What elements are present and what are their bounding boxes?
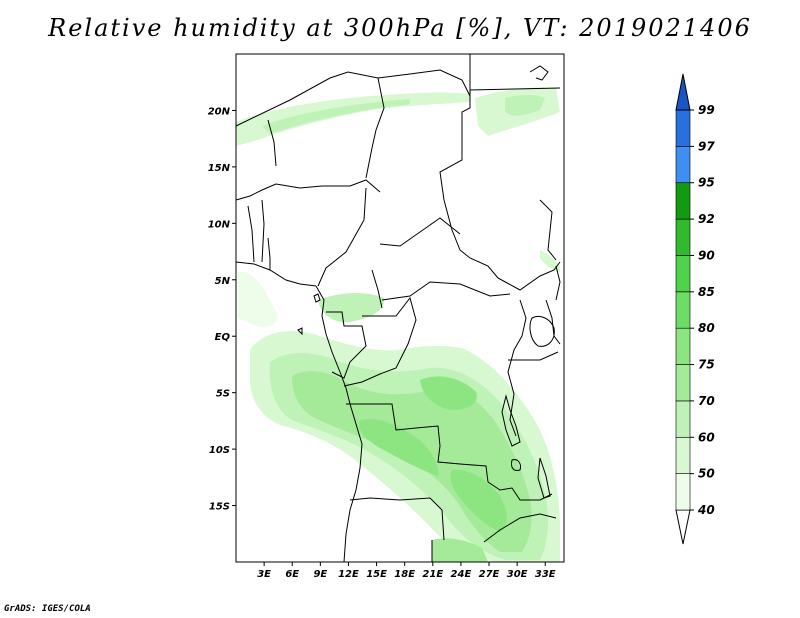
humidity-patch-south (432, 538, 488, 562)
colorbar-label-92: 92 (698, 212, 715, 226)
x-tick-label-21E: 21E (422, 569, 443, 580)
x-tick-label-24E: 24E (451, 569, 472, 580)
colorbar-segment-60 (675, 400, 691, 438)
colorbar-label-95: 95 (698, 176, 715, 190)
colorbar-label-85: 85 (698, 285, 715, 299)
colorbar-label-75: 75 (698, 358, 715, 372)
lake-malawi (537, 457, 551, 499)
colorbar-segment-80 (675, 291, 691, 329)
boundary-sudan-ethiopia (539, 199, 557, 261)
colorbar-over-triangle (675, 73, 691, 111)
boundary-gabon (326, 311, 367, 379)
humidity-patch-gulf (238, 271, 278, 328)
humidity-patch-east (540, 250, 560, 272)
colorbar-segment-50 (675, 436, 691, 474)
colorbar-segment-75 (675, 327, 691, 365)
x-tick-label-3E: 3E (257, 569, 271, 580)
boundary-uganda-kenya (545, 299, 561, 345)
political-boundaries (235, 54, 561, 563)
boundary-nigeria-cameroon (317, 187, 367, 287)
humidity-band-north-core (262, 99, 410, 134)
boundary-angola-south (349, 497, 445, 541)
boundary-angola-north (346, 403, 489, 483)
boundary-lake-victoria (529, 315, 555, 347)
y-tick-label-10S: 10S (209, 445, 230, 456)
boundary-benin-nigeria (267, 237, 271, 270)
humidity-patch-gabon (318, 293, 385, 323)
colorbar-label-90: 90 (698, 248, 715, 262)
coast-angola (343, 387, 363, 563)
boundary-egypt-sudan (469, 87, 561, 91)
island-saotome (297, 327, 303, 336)
x-tick-label-15E: 15E (366, 569, 387, 580)
credit-text: GrADS: IGES/COLA (4, 604, 91, 614)
humidity-patch-ne-core (505, 95, 545, 116)
boundary-zambia-zimbabwe (483, 513, 557, 543)
x-tick-label-6E: 6E (285, 569, 299, 580)
x-tick-label-33E: 33E (535, 569, 556, 580)
y-tick-label-10N: 10N (208, 219, 231, 230)
colorbar-under-triangle (675, 509, 691, 545)
colorbar-label-50: 50 (698, 467, 715, 481)
colorbar-label-99: 99 (698, 103, 715, 117)
boundary-libya-chad (439, 54, 471, 201)
boundary-car-drc (381, 281, 511, 301)
colorbar-label-97: 97 (698, 139, 715, 153)
boundary-tanzania (508, 351, 559, 361)
boundary-zambia (487, 481, 553, 501)
y-tick-label-15N: 15N (208, 163, 231, 174)
x-axis: 3E 6E 9E 12E 15E 18E 21E 24E 27E 30E 33E (257, 562, 556, 580)
boundary-kenya-somalia (555, 265, 561, 301)
colorbar-label-80: 80 (698, 321, 715, 335)
coast-red-sea (529, 65, 549, 81)
island-bioko (313, 293, 321, 303)
boundary-chad-sudan (443, 199, 499, 279)
x-tick-label-27E: 27E (479, 569, 500, 580)
boundary-ghana-togo (261, 199, 265, 263)
colorbar-segment-90 (675, 218, 691, 256)
y-tick-label-15S: 15S (209, 502, 230, 513)
boundary-west-coast (235, 261, 317, 287)
x-tick-label-9E: 9E (313, 569, 327, 580)
humidity-band-north (236, 92, 470, 146)
humidity-field (236, 87, 560, 562)
boundary-chad-car (379, 217, 461, 247)
colorbar-segment-97 (675, 109, 691, 147)
boundary-congo-drc (343, 296, 417, 387)
y-axis: 20N 15N 10N 5N EQ 5S 10S 15S (208, 106, 236, 513)
colorbar-label-40: 40 (697, 503, 715, 517)
lake-tanganyika (501, 394, 521, 447)
humidity-swath-core-b (450, 469, 507, 532)
lake-mweru (511, 459, 521, 471)
boundary-drc-uganda (507, 299, 527, 437)
colorbar-label-70: 70 (698, 394, 715, 408)
y-tick-label-5S: 5S (216, 389, 230, 400)
y-tick-label-20N: 20N (208, 106, 231, 117)
boundary-burkina (235, 183, 277, 201)
x-tick-label-30E: 30E (507, 569, 528, 580)
colorbar-segment-95 (675, 146, 691, 184)
colorbar-segment-85 (675, 255, 691, 293)
colorbar-segment-40 (675, 473, 691, 511)
colorbar-label-60: 60 (698, 430, 715, 444)
x-tick-label-18E: 18E (394, 569, 415, 580)
boundary-niger-chad (365, 77, 385, 179)
x-tick-label-12E: 12E (338, 569, 359, 580)
y-tick-label-5N: 5N (215, 276, 231, 287)
boundary-cameroon-car (371, 269, 383, 309)
boundary-niger-nigeria (275, 179, 381, 193)
humidity-swath-core-a (359, 419, 439, 476)
colorbar-segment-70 (675, 364, 691, 402)
boundary-mali-niger (267, 119, 277, 167)
boundary-ghana (247, 205, 255, 263)
humidity-swath-core-c (420, 376, 477, 410)
colorbar-segment-92 (675, 182, 691, 220)
coast-gulf (315, 285, 347, 389)
chart-title: Relative humidity at 300hPa [%], VT: 201… (48, 14, 752, 42)
y-tick-label-EQ: EQ (215, 332, 231, 343)
map-frame (235, 53, 565, 563)
colorbar: 40 50 60 70 75 80 85 90 92 95 97 99 (675, 73, 715, 545)
